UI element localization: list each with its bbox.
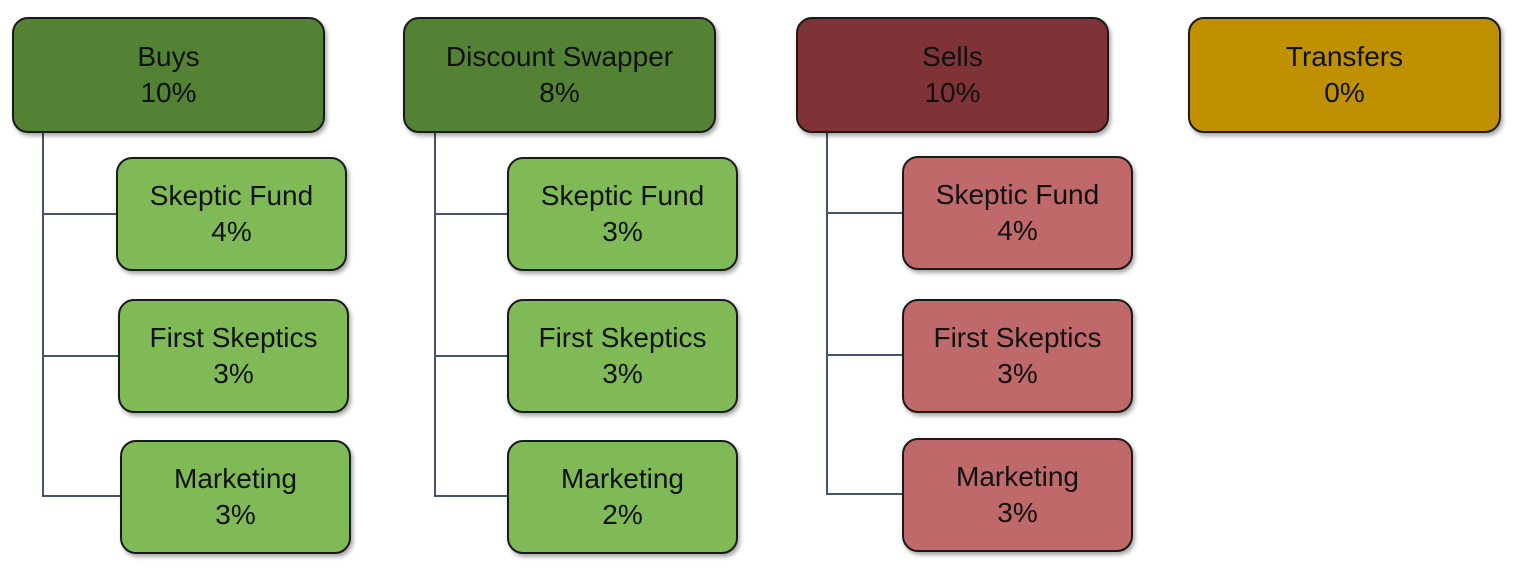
connector-swapper-first-skeptics — [434, 355, 508, 357]
discount-swapper-box: Discount Swapper 8% — [403, 17, 716, 133]
connector-sells-marketing — [826, 493, 903, 495]
swapper-first-skeptics-box: First Skeptics 3% — [507, 299, 738, 413]
connector-sells-trunk — [826, 131, 828, 495]
sells-marketing-box: Marketing 3% — [902, 438, 1133, 552]
sells-skeptic-fund-box: Skeptic Fund 4% — [902, 156, 1133, 270]
child-label: Marketing — [174, 463, 297, 494]
child-value: 3% — [997, 497, 1038, 528]
child-label: Skeptic Fund — [149, 180, 314, 211]
child-value: 4% — [211, 216, 252, 247]
connector-swapper-skeptic-fund — [434, 213, 508, 215]
buys-title: Buys — [137, 41, 200, 72]
child-label: Skeptic Fund — [935, 179, 1100, 210]
swapper-marketing-box: Marketing 2% — [507, 440, 738, 554]
connector-swapper-marketing — [434, 495, 508, 497]
transfers-value: 0% — [1324, 77, 1365, 108]
child-value: 3% — [602, 358, 643, 389]
buys-value: 10% — [140, 77, 197, 108]
discount-swapper-title: Discount Swapper — [445, 41, 674, 72]
child-label: Marketing — [956, 461, 1079, 492]
connector-buys-first-skeptics — [42, 355, 119, 357]
child-label: First Skeptics — [933, 322, 1102, 353]
sells-first-skeptics-box: First Skeptics 3% — [902, 299, 1133, 413]
transfers-title: Transfers — [1285, 41, 1404, 72]
child-value: 3% — [215, 499, 256, 530]
child-value: 3% — [602, 216, 643, 247]
connector-sells-skeptic-fund — [826, 212, 903, 214]
child-label: Skeptic Fund — [540, 180, 705, 211]
sells-value: 10% — [924, 77, 981, 108]
child-value: 3% — [997, 358, 1038, 389]
buys-marketing-box: Marketing 3% — [120, 440, 351, 554]
connector-buys-skeptic-fund — [42, 213, 117, 215]
discount-swapper-value: 8% — [539, 77, 580, 108]
connector-buys-trunk — [42, 131, 44, 497]
connector-swapper-trunk — [434, 131, 436, 497]
buys-skeptic-fund-box: Skeptic Fund 4% — [116, 157, 347, 271]
child-value: 3% — [213, 358, 254, 389]
buys-box: Buys 10% — [12, 17, 325, 133]
buys-first-skeptics-box: First Skeptics 3% — [118, 299, 349, 413]
child-label: First Skeptics — [538, 322, 707, 353]
child-value: 4% — [997, 215, 1038, 246]
connector-sells-first-skeptics — [826, 354, 903, 356]
child-label: First Skeptics — [149, 322, 318, 353]
transfers-box: Transfers 0% — [1188, 17, 1501, 133]
child-label: Marketing — [561, 463, 684, 494]
swapper-skeptic-fund-box: Skeptic Fund 3% — [507, 157, 738, 271]
connector-buys-marketing — [42, 495, 121, 497]
child-value: 2% — [602, 499, 643, 530]
sells-box: Sells 10% — [796, 17, 1109, 133]
sells-title: Sells — [922, 41, 983, 72]
